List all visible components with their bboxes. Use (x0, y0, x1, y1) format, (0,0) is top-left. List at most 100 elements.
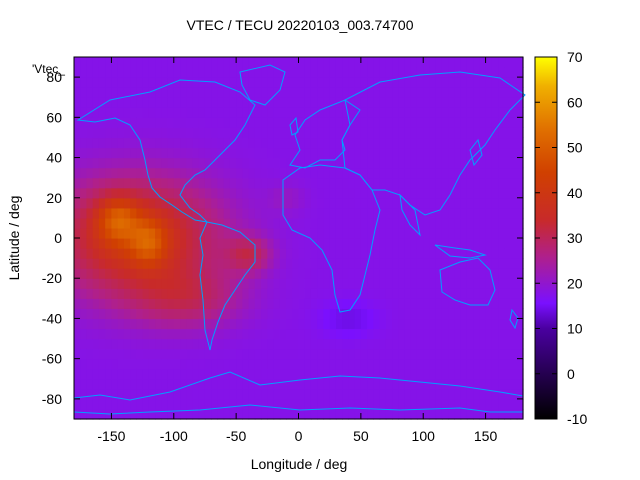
heatmap-cell (342, 227, 349, 239)
heatmap-cell (504, 358, 512, 370)
heatmap-cell (410, 248, 418, 259)
heatmap-cell (74, 278, 81, 289)
heatmap-cell (211, 127, 219, 139)
heatmap-cell (335, 77, 343, 88)
heatmap-cell (173, 107, 181, 118)
heatmap-cell (148, 187, 156, 199)
heatmap-cell (242, 167, 250, 179)
heatmap-cell (298, 137, 306, 149)
heatmap-cell (98, 67, 106, 78)
heatmap-cell (229, 258, 237, 269)
heatmap-cell (105, 328, 113, 340)
heatmap-cell (485, 238, 493, 249)
heatmap-cell (329, 87, 337, 98)
heatmap-cell (504, 167, 512, 179)
heatmap-cell (173, 207, 181, 219)
heatmap-cell (510, 258, 518, 269)
heatmap-cell (204, 308, 212, 320)
heatmap-cell (273, 57, 281, 68)
heatmap-cell (373, 378, 381, 390)
heatmap-cell (479, 268, 487, 279)
heatmap-cell (435, 368, 443, 380)
heatmap-cell (510, 157, 518, 169)
heatmap-cell (354, 238, 362, 249)
heatmap-cell (373, 348, 381, 360)
heatmap-cell (342, 408, 349, 420)
heatmap-cell (304, 87, 312, 98)
heatmap-cell (167, 167, 175, 179)
heatmap-cell (267, 268, 275, 279)
heatmap-cell (98, 117, 106, 128)
heatmap-cell (155, 348, 162, 360)
heatmap-cell (423, 348, 431, 360)
heatmap-cell (473, 298, 480, 309)
heatmap-cell (385, 207, 393, 219)
heatmap-cell (379, 117, 387, 128)
heatmap-cell (460, 298, 468, 309)
heatmap-cell (74, 368, 81, 380)
heatmap-cell (373, 127, 381, 139)
heatmap-cell (516, 127, 524, 139)
heatmap-cell (498, 227, 505, 239)
heatmap-cell (454, 238, 462, 249)
heatmap-cell (229, 187, 237, 199)
heatmap-cell (429, 398, 437, 410)
heatmap-cell (186, 388, 194, 400)
heatmap-cell (279, 328, 287, 340)
heatmap-cell (211, 107, 219, 118)
heatmap-cell (217, 278, 225, 289)
heatmap-cell (86, 328, 94, 340)
heatmap-cell (161, 388, 169, 400)
heatmap-cell (410, 398, 418, 410)
heatmap-cell (229, 57, 237, 68)
heatmap-cell (229, 107, 237, 118)
heatmap-cell (211, 338, 219, 350)
heatmap-cell (410, 87, 418, 98)
heatmap-cell (310, 238, 318, 249)
heatmap-cell (248, 137, 256, 149)
heatmap-cell (142, 348, 150, 360)
heatmap-cell (410, 187, 418, 199)
heatmap-cell (142, 258, 150, 269)
heatmap-cell (485, 97, 493, 108)
heatmap-cell (360, 67, 368, 78)
heatmap-cell (460, 117, 468, 128)
heatmap-cell (223, 318, 231, 330)
coast-australia (439, 257, 496, 306)
heatmap-cell (123, 157, 131, 169)
heatmap-cell (342, 197, 349, 209)
heatmap-cell (298, 227, 306, 239)
heatmap-cell (180, 77, 187, 88)
heatmap-cell (273, 248, 281, 259)
heatmap-cell (491, 187, 499, 199)
heatmap-cell (123, 117, 131, 128)
heatmap-cell (229, 348, 237, 360)
heatmap-cell (173, 258, 181, 269)
heatmap-cell (379, 368, 387, 380)
heatmap-cell (498, 268, 505, 279)
heatmap-cell (105, 137, 113, 149)
heatmap-cell (448, 137, 456, 149)
heatmap-cell (180, 268, 187, 279)
heatmap-cell (192, 268, 200, 279)
heatmap-cell (92, 408, 100, 420)
heatmap-cell (236, 117, 243, 128)
heatmap-cell (105, 278, 113, 289)
heatmap-cell (279, 248, 287, 259)
heatmap-cell (92, 227, 100, 239)
heatmap-cell (148, 107, 156, 118)
heatmap-cell (317, 77, 325, 88)
heatmap-cell (286, 358, 293, 370)
heatmap-cell (298, 187, 306, 199)
heatmap-cell (385, 217, 393, 229)
heatmap-cell (498, 167, 505, 179)
heatmap-cell (367, 338, 374, 350)
heatmap-cell (192, 358, 200, 370)
heatmap-cell (105, 248, 113, 259)
heatmap-cell (80, 147, 88, 159)
heatmap-cell (236, 308, 243, 320)
heatmap-cell (348, 107, 356, 118)
heatmap-cell (304, 368, 312, 380)
heatmap-cell (248, 248, 256, 259)
heatmap-cell (180, 127, 187, 139)
